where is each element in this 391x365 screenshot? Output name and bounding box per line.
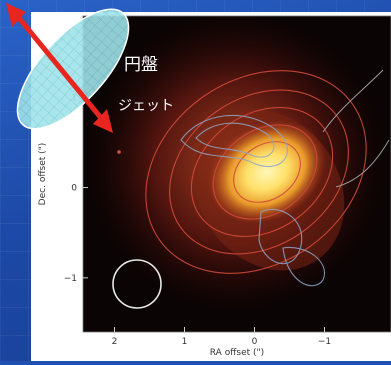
jet-arrowhead-bottom-icon	[93, 109, 113, 133]
red-knot	[117, 150, 121, 154]
x-tick-label: 1	[182, 337, 188, 347]
jet-arrow-line	[12, 10, 108, 126]
disk-shape	[16, 8, 130, 130]
disk-label: 円盤	[124, 55, 158, 75]
x-axis-label: RA offset (")	[210, 348, 264, 358]
blue-contours	[180, 114, 326, 287]
jet-label: ジェット	[118, 98, 174, 114]
beam-ellipse	[112, 259, 162, 309]
y-axis-label: Dec. offset (")	[38, 143, 48, 206]
y-tick-label: 0	[71, 184, 77, 194]
plot-frame	[82, 15, 391, 333]
figure-panel: 2 1 0 −1 1 0 −1 RA offset (") Dec. offset (")	[31, 12, 391, 361]
x-axis-ticks: 2 1 0 −1	[112, 327, 331, 347]
x-tick-label: 0	[252, 337, 258, 347]
x-tick-label: 2	[112, 337, 118, 347]
outflow-contour-lower	[335, 139, 390, 188]
emission-core	[208, 120, 326, 224]
y-tick-label: −1	[64, 274, 77, 284]
jet-arrowhead-top-icon	[6, 3, 26, 27]
x-tick-label: −1	[318, 337, 331, 347]
emission-map-chart: 2 1 0 −1 1 0 −1 RA offset (") Dec. offset (")	[38, 15, 391, 358]
outflow-contour	[322, 69, 384, 133]
